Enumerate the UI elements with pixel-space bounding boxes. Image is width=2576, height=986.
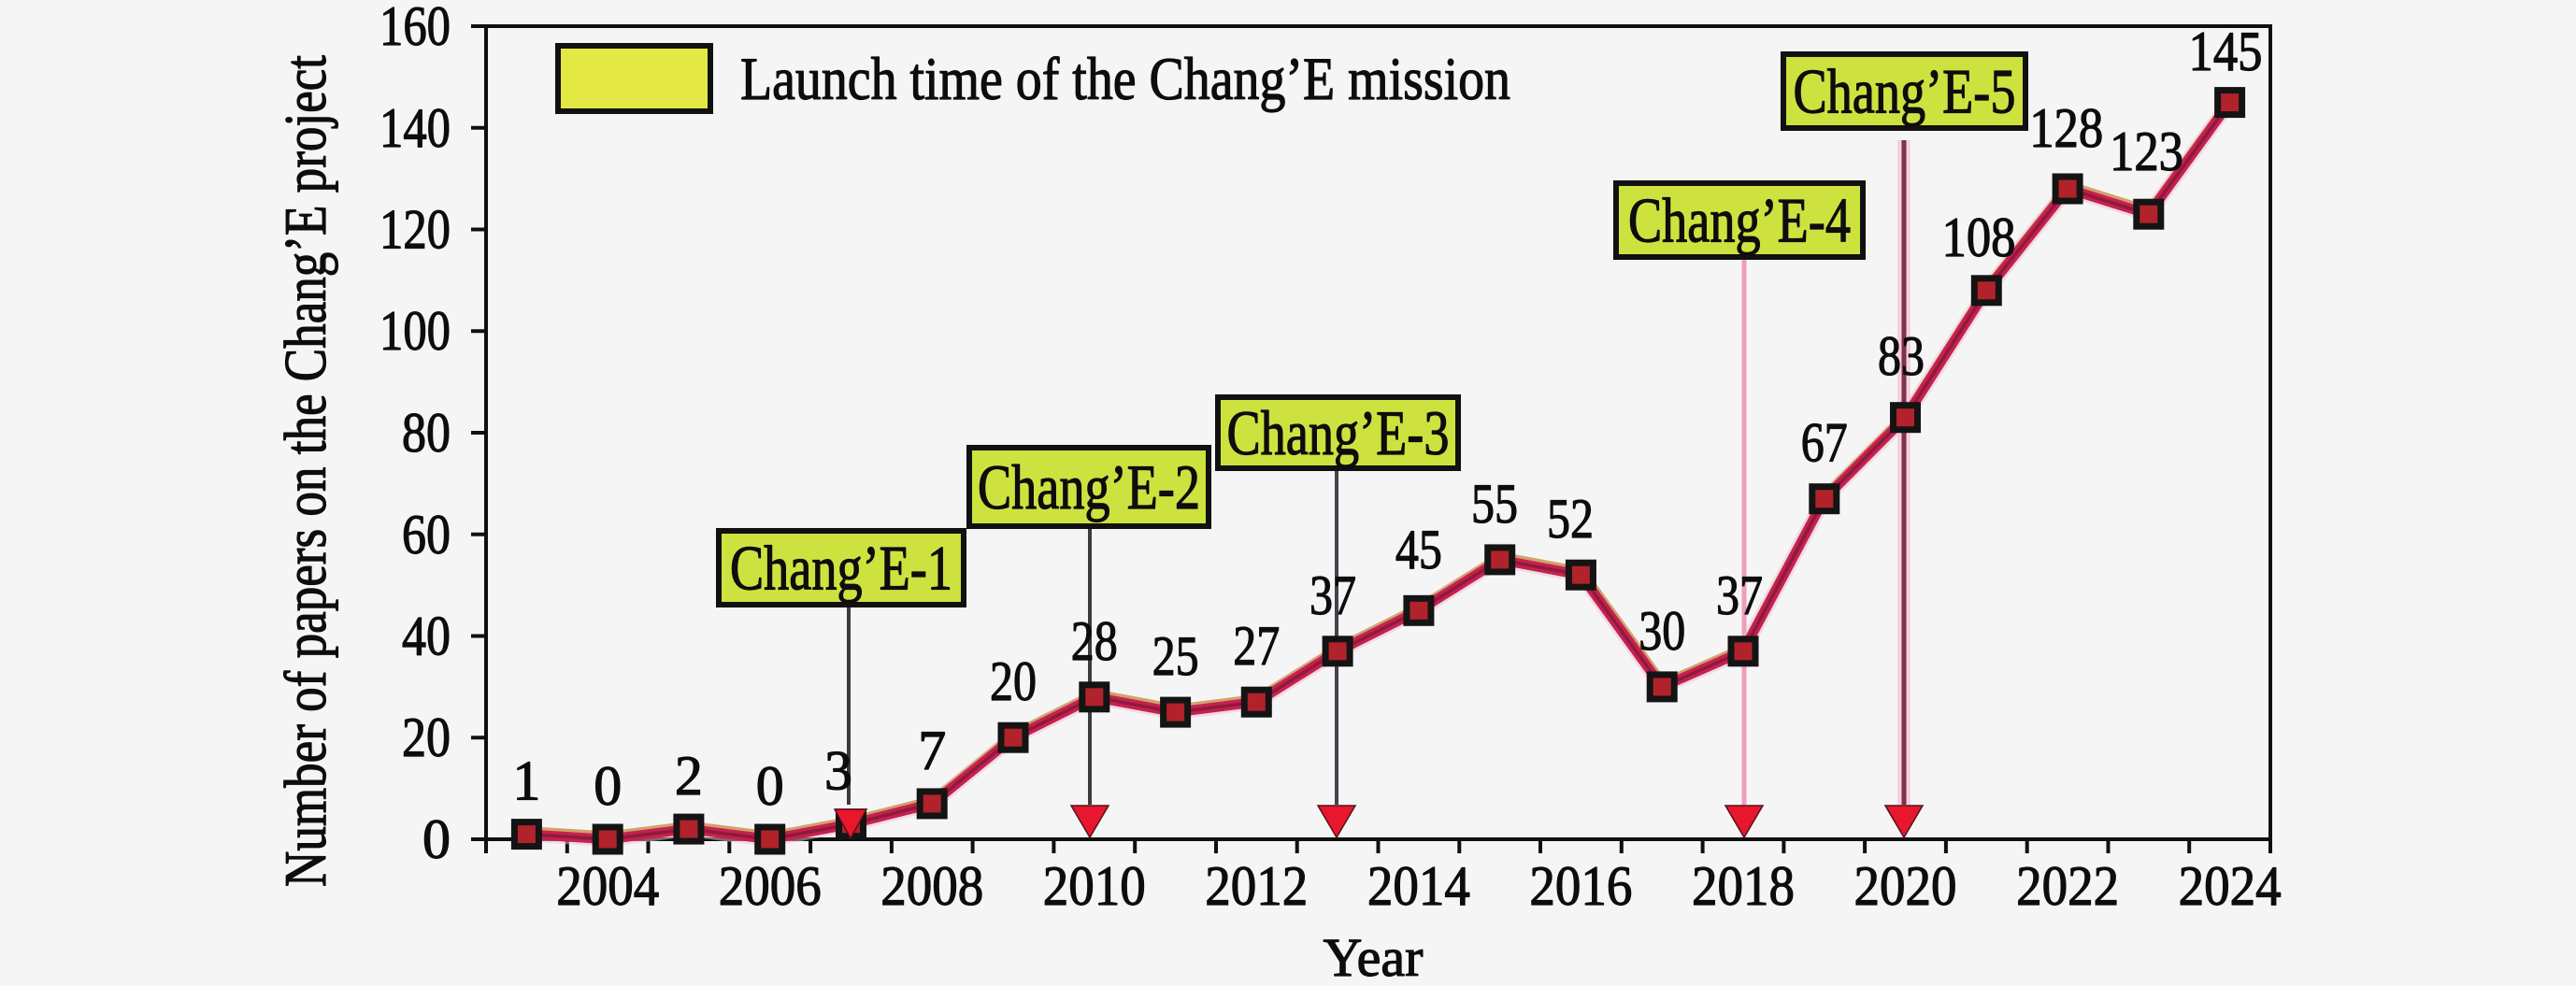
svg-text:30: 30 — [1639, 600, 1685, 662]
svg-text:2022: 2022 — [2016, 855, 2119, 917]
svg-text:Chang’E-4: Chang’E-4 — [1628, 185, 1851, 256]
svg-text:45: 45 — [1395, 519, 1442, 580]
svg-text:0: 0 — [756, 755, 784, 817]
svg-text:2020: 2020 — [1854, 855, 1957, 917]
svg-text:2014: 2014 — [1367, 855, 1470, 917]
svg-text:27: 27 — [1233, 615, 1280, 677]
svg-text:128: 128 — [2029, 97, 2103, 159]
svg-text:Chang’E-5: Chang’E-5 — [1794, 56, 2016, 127]
svg-text:83: 83 — [1878, 325, 1925, 387]
svg-text:40: 40 — [402, 606, 451, 667]
svg-text:7: 7 — [918, 720, 946, 781]
svg-text:140: 140 — [379, 97, 451, 159]
svg-text:Chang’E-2: Chang’E-2 — [978, 451, 1200, 522]
svg-text:2012: 2012 — [1205, 855, 1308, 917]
svg-text:145: 145 — [2189, 21, 2263, 82]
svg-text:100: 100 — [379, 300, 451, 362]
svg-text:Launch time of the Chang’E mis: Launch time of the Chang’E mission — [740, 46, 1510, 113]
svg-text:2008: 2008 — [880, 855, 983, 917]
svg-text:37: 37 — [1309, 564, 1356, 626]
svg-text:0: 0 — [594, 755, 622, 817]
svg-text:20: 20 — [990, 650, 1037, 712]
svg-text:80: 80 — [402, 402, 451, 464]
svg-text:52: 52 — [1547, 488, 1594, 550]
svg-text:Number of papers on the Chang’: Number of papers on the Chang’E project — [272, 55, 338, 887]
svg-text:2018: 2018 — [1692, 855, 1795, 917]
svg-text:2010: 2010 — [1043, 855, 1146, 917]
svg-text:60: 60 — [402, 504, 451, 565]
svg-text:2: 2 — [675, 745, 703, 807]
svg-text:2004: 2004 — [556, 855, 659, 917]
svg-text:108: 108 — [1942, 207, 2016, 268]
svg-text:3: 3 — [824, 740, 852, 802]
svg-text:120: 120 — [379, 199, 451, 261]
svg-text:67: 67 — [1801, 412, 1848, 474]
svg-text:123: 123 — [2110, 121, 2183, 182]
svg-text:2006: 2006 — [719, 855, 822, 917]
svg-text:28: 28 — [1071, 610, 1118, 672]
svg-text:55: 55 — [1471, 473, 1518, 535]
svg-text:160: 160 — [379, 0, 451, 57]
svg-text:20: 20 — [402, 707, 451, 768]
svg-text:2016: 2016 — [1529, 855, 1632, 917]
svg-text:0: 0 — [422, 808, 451, 870]
svg-text:Chang’E-1: Chang’E-1 — [730, 533, 952, 604]
svg-text:Year: Year — [1324, 927, 1424, 986]
svg-text:2024: 2024 — [2179, 855, 2282, 917]
svg-text:Chang’E-3: Chang’E-3 — [1227, 397, 1450, 468]
svg-text:1: 1 — [512, 750, 540, 812]
svg-text:25: 25 — [1152, 625, 1199, 687]
svg-text:37: 37 — [1716, 564, 1763, 626]
